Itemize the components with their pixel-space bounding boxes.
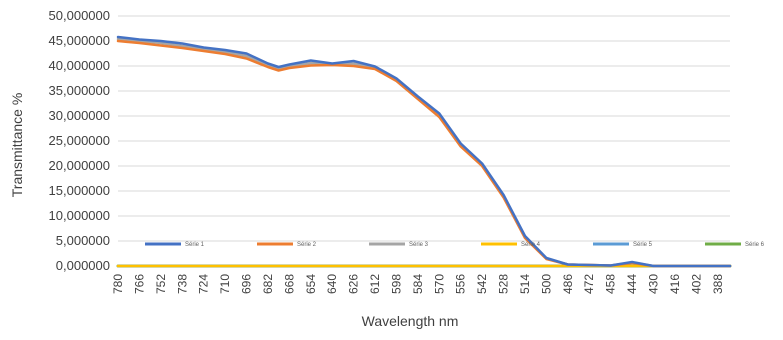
x-tick-label: 780 [111,274,125,294]
y-tick-label: 10,000000 [49,208,110,223]
y-tick-label: 35,000000 [49,83,110,98]
y-tick-label: 40,000000 [49,58,110,73]
x-tick-label: 402 [689,274,703,294]
x-tick-label: 430 [647,274,661,294]
series-lines [116,35,732,268]
series-line-1 [116,35,732,268]
legend-label: Série 3 [409,242,429,248]
x-tick-label: 542 [475,274,489,294]
x-tick-label: 598 [389,274,403,294]
x-tick-label: 696 [240,274,254,294]
x-tick-label: 654 [304,274,318,294]
x-tick-label: 472 [582,274,596,294]
y-tick-label: 50,000000 [49,8,110,23]
y-tick-label: 5,000000 [56,233,110,248]
series-line-2 [116,39,732,268]
x-tick-label: 416 [668,274,682,294]
x-axis-title: Wavelength nm [362,313,459,329]
x-tick-label: 724 [197,274,211,294]
x-tick-label: 528 [497,274,511,294]
x-tick-label: 500 [539,274,553,294]
x-tick-label: 612 [368,274,382,294]
x-tick-label: 640 [325,274,339,294]
x-axis-ticks: 780 766 752 738 724 710 696 682 668 654 640 626 612 5… [111,274,725,294]
y-tick-label: 30,000000 [49,108,110,123]
series-line-3 [116,37,732,268]
y-tick-label: 0,000000 [56,258,110,273]
y-tick-label: 15,000000 [49,183,110,198]
x-tick-label: 514 [518,274,532,294]
x-tick-label: 556 [454,274,468,294]
x-tick-label: 584 [411,274,425,294]
y-axis-title: Transmittance % [9,93,25,198]
x-tick-label: 626 [347,274,361,294]
legend-label: Série 2 [297,242,317,248]
legend-label: Série 1 [185,242,205,248]
x-tick-label: 444 [625,274,639,294]
x-tick-label: 458 [604,274,618,294]
y-tick-label: 25,000000 [49,133,110,148]
x-tick-label: 486 [561,274,575,294]
x-tick-label: 752 [154,274,168,294]
x-tick-label: 682 [261,274,275,294]
gridlines [118,15,730,267]
x-tick-label: 388 [711,274,725,294]
x-tick-label: 668 [282,274,296,294]
legend-label: Série 4 [521,242,541,248]
legend-label: Série 5 [633,242,653,248]
legend: Série 1 Série 2 Série 3 Série 4 Série 5 Série… [145,242,765,248]
x-tick-label: 570 [432,274,446,294]
x-tick-label: 766 [132,274,146,294]
legend-label: Série 6 [745,242,765,248]
y-tick-label: 20,000000 [49,158,110,173]
x-tick-label: 710 [218,274,232,294]
y-tick-label: 45,000000 [49,33,110,48]
x-tick-label: 738 [175,274,189,294]
y-axis-ticks: 0,000000 5,000000 10,000000 15,000000 20,000… [49,8,110,273]
